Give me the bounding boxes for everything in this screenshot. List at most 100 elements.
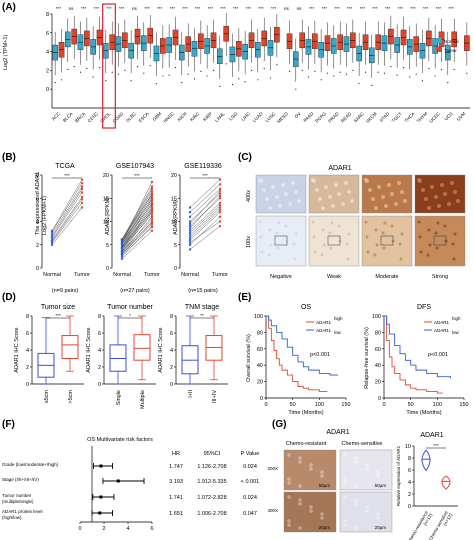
significance-label: *** <box>423 6 429 11</box>
tissue-cell <box>366 250 370 254</box>
significance-label: *** <box>309 6 315 11</box>
hr-point <box>116 479 120 483</box>
tissue-cell <box>453 232 457 236</box>
tissue-cell <box>373 253 377 257</box>
y-tick-label: 6 <box>26 331 29 337</box>
km-curve-high <box>266 315 328 392</box>
tissue-cell <box>267 253 271 257</box>
significance-label: *** <box>433 443 439 448</box>
y-tick-label: 100 <box>372 314 381 320</box>
box-group <box>242 19 255 83</box>
tumor-point <box>218 208 222 212</box>
y-tick-label: 2 <box>98 365 101 371</box>
tissue-cell <box>365 505 369 509</box>
pair-line <box>121 195 153 244</box>
significance-label: ns <box>69 6 75 11</box>
normal-point <box>120 250 124 254</box>
pair-line <box>189 225 221 250</box>
tissue-cell <box>320 474 324 478</box>
tissue-cell <box>343 453 347 457</box>
outlier-point <box>250 69 253 71</box>
y-axis-label: Overall survival (%) <box>246 334 252 382</box>
hr-value: 1.747 <box>169 464 183 470</box>
tissue-cell <box>403 199 407 203</box>
y-tick-label: 2 <box>26 365 29 371</box>
tissue-cell <box>368 188 372 192</box>
box-group <box>267 14 280 79</box>
tissue-cell <box>375 243 379 247</box>
pair-line <box>121 181 153 243</box>
outlier-point <box>79 71 82 73</box>
tissue-cell <box>427 206 431 210</box>
tissue-cell <box>260 250 264 254</box>
y-tick-label: 6 <box>408 468 411 474</box>
pair-line <box>189 212 221 241</box>
x-tick-label: LUSC <box>264 111 277 124</box>
outlier-point <box>371 84 373 87</box>
tumor-point <box>80 201 84 205</box>
normal-point <box>188 236 192 239</box>
panel-label-E: (E) <box>238 292 251 303</box>
outlier-point <box>257 79 259 81</box>
outlier-point <box>276 64 278 66</box>
tissue-cell <box>320 516 324 520</box>
outlier-point <box>193 78 196 80</box>
tissue-cell <box>430 185 434 189</box>
normal-point <box>50 243 54 246</box>
tissue-cell <box>322 243 326 247</box>
outlier-point <box>212 69 215 71</box>
x-tick-label: 150 <box>459 402 468 408</box>
pair-line <box>189 188 221 217</box>
box-group <box>178 23 192 84</box>
ci-value: 1.006-2.708 <box>197 511 226 517</box>
tissue-cell <box>287 519 291 523</box>
tissue-cell <box>309 463 313 467</box>
tumor-point <box>218 211 222 214</box>
box-group <box>381 15 394 74</box>
y-tick-label: 10 <box>103 220 109 226</box>
pair-line <box>51 188 83 237</box>
tissue-cell <box>298 456 302 460</box>
tissue-cell <box>343 523 347 527</box>
x-tick-label: Tumor <box>144 272 160 278</box>
x-tick-label: STAD <box>379 111 391 123</box>
tissue-cell <box>346 257 350 261</box>
y-tick-label: 10 <box>171 220 177 226</box>
tissue-cell <box>281 183 285 187</box>
box-group <box>77 17 90 73</box>
tissue-cell <box>343 481 347 485</box>
micrograph <box>339 449 393 491</box>
x-tick-label: TGCT <box>391 111 403 123</box>
normal-point <box>50 233 54 236</box>
legend-label-high: ADAR1 <box>434 320 450 325</box>
tissue-cell <box>383 221 387 225</box>
y-tick-label: 4 <box>26 348 29 354</box>
row-label: (high/low) <box>2 515 22 520</box>
y-tick-label: 4 <box>98 348 101 354</box>
tissue-cell <box>354 456 358 460</box>
y-tick-label: 20 <box>103 173 109 179</box>
outlier-point <box>231 83 234 86</box>
tumor-point <box>150 197 154 201</box>
tissue-cell <box>451 242 455 246</box>
significance-label: *** <box>208 6 214 11</box>
box-group <box>407 23 420 78</box>
y-tick-label: 100 <box>254 314 263 320</box>
tissue-cell <box>400 190 404 194</box>
tumor-point <box>80 198 84 201</box>
tumor-point <box>150 202 154 206</box>
x-tick-label: LGG <box>228 111 239 122</box>
x-tick-label: Normal <box>181 272 199 278</box>
tissue-cell <box>354 498 358 502</box>
x-tick-label: >5cm <box>68 390 74 404</box>
tissue-cell <box>447 202 451 206</box>
tissue-cell <box>354 460 358 464</box>
normal-point <box>188 243 192 246</box>
pair-line <box>189 184 221 213</box>
y-tick-label: 2 <box>36 243 39 249</box>
normal-point <box>120 246 124 249</box>
box-group <box>394 16 407 76</box>
normal-point <box>120 238 124 241</box>
row-label: Tumor number <box>2 493 32 498</box>
pair-line <box>189 202 221 231</box>
